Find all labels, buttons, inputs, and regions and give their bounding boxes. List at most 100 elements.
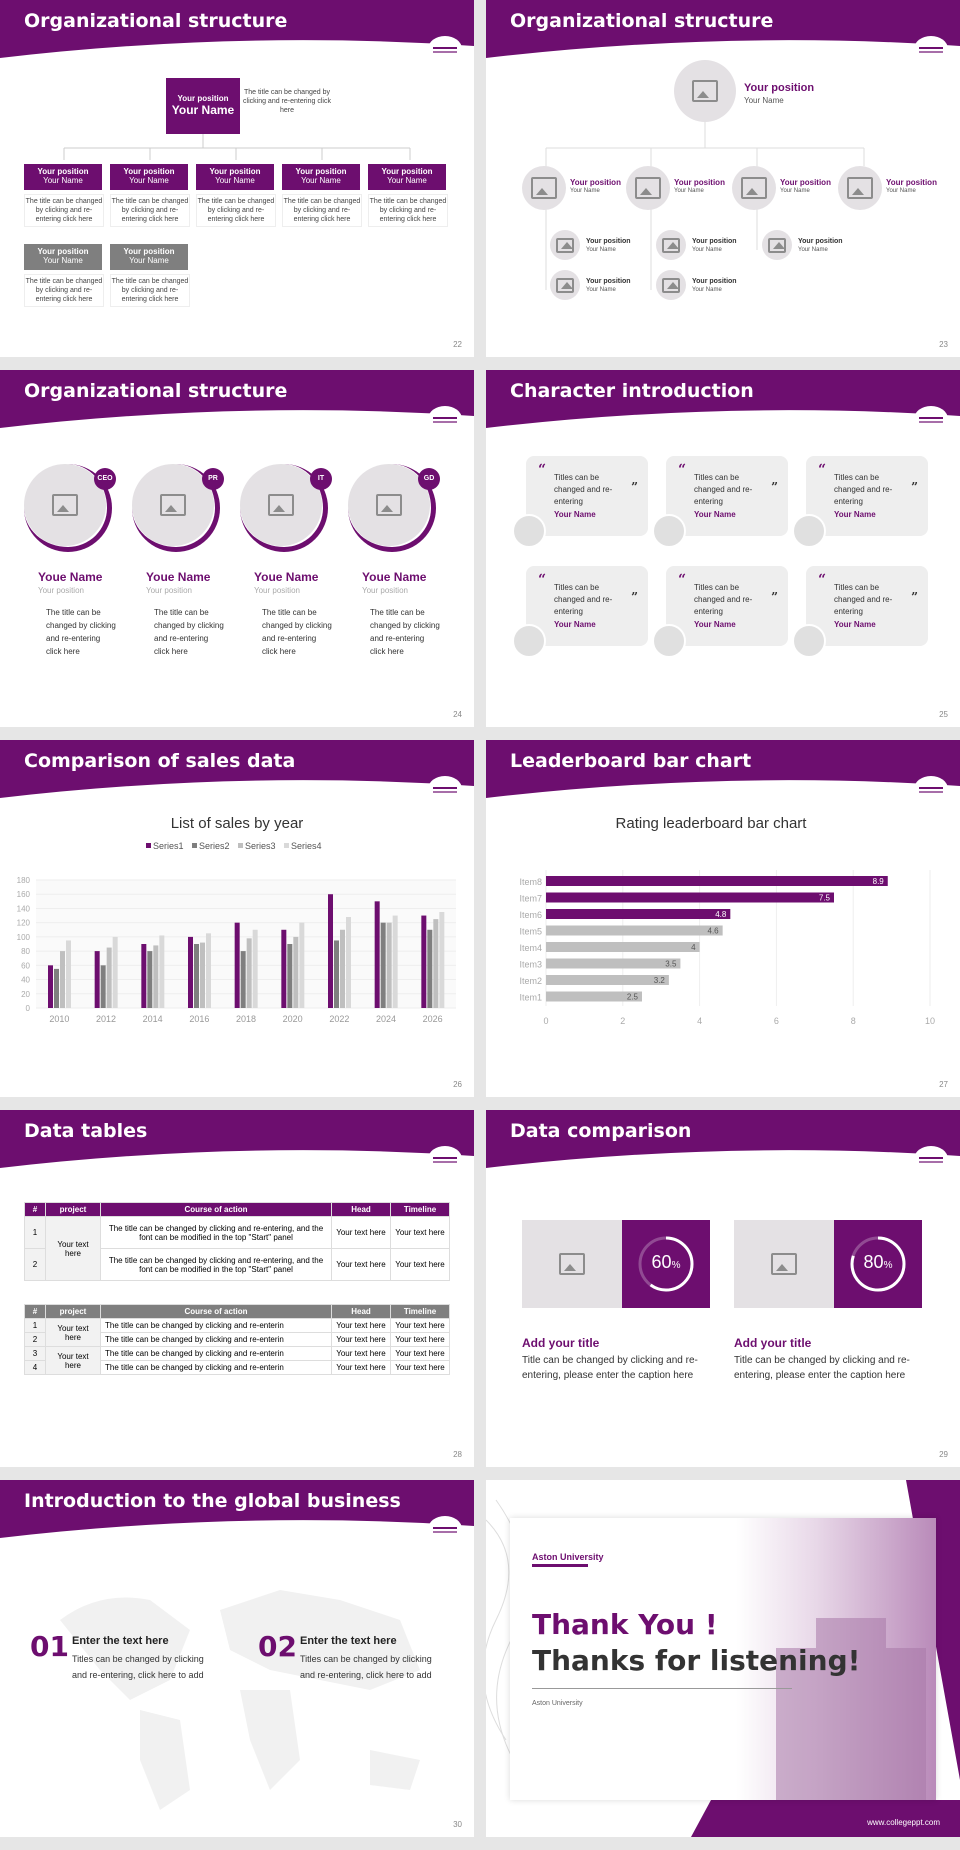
university-logo (428, 406, 462, 432)
open-quote-icon: “ (818, 462, 827, 478)
y-tick-label: 180 (17, 876, 31, 885)
top-name: Your Name (744, 96, 784, 105)
avatar-icon (652, 624, 686, 658)
thank-you-heading: Thank You ! (532, 1608, 718, 1641)
x-tick-label: 4 (697, 1016, 702, 1026)
row-number: 2 (24, 1332, 46, 1347)
person-name: Youe Name (146, 570, 211, 584)
bar (346, 916, 351, 1008)
progress-ring (638, 1236, 694, 1292)
quote-text: Titles can be changed and re-entering (694, 473, 753, 506)
name-label: Your Name (586, 247, 616, 253)
page-number: 22 (453, 340, 462, 349)
close-quote-icon: ” (631, 480, 638, 494)
image-icon (268, 494, 294, 516)
top-photo-placeholder (674, 60, 736, 122)
quote-text: Titles can be changed and re-entering (834, 473, 893, 506)
project-cell: Your text here (45, 1216, 101, 1281)
bar (546, 991, 642, 1002)
x-tick-label: 2012 (96, 1014, 116, 1024)
bar (281, 929, 287, 1008)
position-box: Your position Your Name (110, 244, 188, 270)
position-label: Your position (123, 167, 175, 176)
project-cell: Your text here (45, 1346, 101, 1375)
thanks-subheading: Thanks for listening! (532, 1644, 861, 1677)
head-cell: Your text here (331, 1216, 391, 1249)
page-number: 29 (939, 1450, 948, 1459)
data-table-2: # project Course of action Head Timeline… (24, 1304, 450, 1375)
bar (386, 922, 392, 1008)
avatar-icon (792, 514, 826, 548)
profile-ring (24, 464, 112, 552)
name-label: Your Name (798, 247, 828, 253)
item-description: Title can be changed by clicking and re-… (522, 1355, 698, 1381)
image-icon (635, 177, 661, 199)
position-box: Your position Your Name (282, 164, 360, 190)
person-position: Your position (362, 586, 408, 595)
person-position: Your position (38, 586, 84, 595)
name-label: Your Name (387, 176, 427, 185)
legend-swatch (192, 843, 197, 848)
name-label: Your Name (129, 256, 169, 265)
y-tick-label: Item6 (519, 910, 542, 920)
bar (374, 901, 380, 1008)
person-position: Your position (254, 586, 300, 595)
world-map-background (60, 1590, 420, 1810)
progress-ring (850, 1236, 906, 1292)
y-tick-label: Item2 (519, 976, 542, 986)
x-tick-label: 10 (925, 1016, 935, 1026)
bar (112, 936, 118, 1008)
header: Character introduction (486, 370, 960, 432)
position-box: Your position Your Name (24, 164, 102, 190)
open-quote-icon: “ (538, 572, 547, 588)
item-heading: Enter the text here (300, 1635, 397, 1647)
bar (546, 876, 888, 886)
data-label: 4 (691, 943, 696, 952)
position-label: Your position (586, 238, 631, 245)
org-connectors (63, 134, 411, 160)
slide-31: Aston University Thank You ! Thanks for … (486, 1480, 960, 1837)
image-icon (768, 237, 786, 253)
chart-title: Rating leaderboard bar chart (616, 815, 808, 832)
item-title: Add your title (522, 1336, 600, 1350)
col-header: Course of action (100, 1202, 332, 1217)
top-description: The title can be changed by clicking and… (243, 89, 331, 114)
y-tick-label: 160 (17, 890, 31, 899)
university-logo (428, 776, 462, 802)
position-box: Your position Your Name (368, 164, 446, 190)
quote-name: Your Name (834, 620, 876, 629)
content-card: Aston University Thank You ! Thanks for … (510, 1518, 936, 1800)
position-box: Your position Your Name (24, 244, 102, 270)
x-tick-label: 2026 (423, 1014, 443, 1024)
quote-text: Titles can be changed and re-entering (834, 583, 893, 616)
course-cell: The title can be changed by clicking and… (100, 1318, 332, 1333)
person-description: The title can be changed by clicking and… (370, 608, 440, 656)
university-logo (428, 1146, 462, 1172)
website-url[interactable]: www.collegeppt.com (867, 1818, 940, 1827)
table-row: 4 The title can be changed by clicking a… (24, 1360, 450, 1375)
name-label: Your Name (171, 103, 235, 117)
photo-placeholder (550, 270, 580, 300)
photo-placeholder (838, 166, 882, 210)
logo-bar (532, 1564, 588, 1567)
head-cell: Your text here (331, 1248, 391, 1281)
y-tick-label: 20 (21, 990, 30, 999)
percent-unit: % (883, 1260, 893, 1271)
x-tick-label: 8 (851, 1016, 856, 1026)
legend-swatch (284, 843, 289, 848)
chart-title: List of sales by year (171, 815, 304, 832)
table-row: 1 Your text here The title can be change… (24, 1216, 450, 1281)
university-name: Aston University (532, 1700, 583, 1707)
head-cell: Your text here (331, 1332, 391, 1347)
avatar-icon (512, 514, 546, 548)
y-tick-label: Item1 (519, 993, 542, 1003)
image-icon (556, 237, 574, 253)
percent-value: 80 (863, 1252, 884, 1272)
image-icon (52, 494, 78, 516)
position-box: Your position Your Name (110, 164, 188, 190)
course-cell: The title can be changed by clicking and… (100, 1332, 332, 1347)
quote-name: Your Name (834, 510, 876, 519)
course-cell: The title can be changed by clicking and… (100, 1216, 332, 1249)
name-label: Your Name (301, 176, 341, 185)
data-label: 2.5 (627, 993, 639, 1002)
